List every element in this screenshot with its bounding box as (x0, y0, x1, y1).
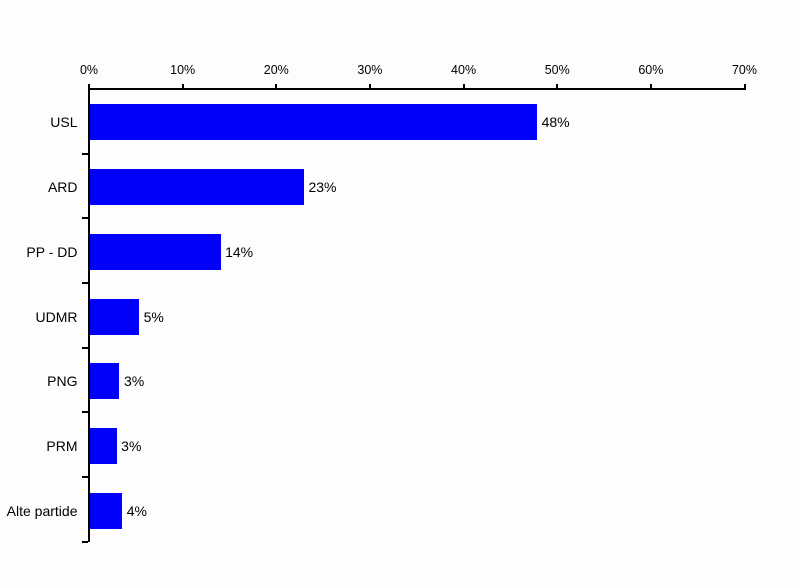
bar-ard (89, 169, 304, 206)
value-label: 48% (541, 114, 570, 131)
x-axis-tick (743, 84, 746, 88)
value-label: 3% (123, 373, 145, 390)
y-axis-tick (82, 411, 88, 414)
x-axis-tick-label: 50% (544, 63, 570, 77)
x-axis-tick-label: 60% (638, 63, 664, 77)
value-label: 23% (308, 179, 337, 196)
y-axis-line (87, 87, 90, 542)
value-label: 3% (121, 438, 142, 455)
y-axis-tick (82, 476, 88, 479)
y-axis-tick (82, 281, 88, 284)
category-label: ARD (47, 179, 78, 196)
x-axis-tick-label: 20% (263, 63, 289, 77)
x-axis-line (87, 87, 746, 90)
y-axis-tick (82, 152, 88, 155)
x-axis-tick (88, 84, 90, 88)
bar-usl (89, 104, 538, 141)
x-axis-tick (556, 84, 559, 88)
x-axis-tick (275, 84, 278, 88)
category-label: PP - DD (26, 243, 78, 260)
x-axis-tick (368, 84, 371, 88)
bar-udmr (89, 298, 140, 335)
category-label: USL (50, 114, 78, 131)
x-axis-tick (649, 84, 652, 88)
category-label: PNG (47, 373, 78, 390)
bar-png (89, 363, 120, 400)
y-axis-tick (82, 540, 88, 543)
value-label: 4% (126, 502, 147, 519)
x-axis-tick-label: 10% (170, 63, 196, 77)
category-label: Alte partide (6, 502, 78, 519)
bar-prm (89, 428, 117, 465)
value-label: 14% (225, 243, 254, 260)
bar-alte-partide (89, 492, 123, 529)
x-axis-tick (181, 84, 184, 88)
y-axis-tick (82, 217, 88, 220)
x-axis-tick-label: 30% (357, 63, 383, 77)
x-axis-tick (462, 84, 465, 88)
value-label: 5% (143, 308, 164, 325)
x-axis-tick-label: 70% (731, 63, 758, 77)
bar-pp-dd (89, 233, 221, 270)
category-label: UDMR (35, 308, 78, 325)
x-axis-tick-label: 40% (451, 63, 477, 77)
category-label: PRM (46, 438, 78, 455)
y-axis-tick (82, 346, 88, 349)
x-axis-tick-label: 0% (79, 63, 99, 77)
